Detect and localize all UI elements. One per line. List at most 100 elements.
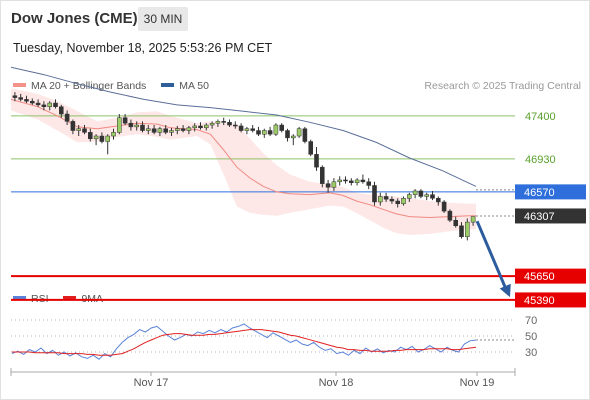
candle-57 [343, 176, 348, 184]
candle-3 [30, 98, 35, 105]
candle-20 [128, 119, 134, 131]
candle-body [378, 196, 383, 203]
candle-body [331, 181, 337, 188]
candle-body [41, 104, 47, 107]
date-label-2: Nov 19 [460, 377, 495, 389]
candle-body [285, 130, 290, 139]
candle-43 [262, 128, 267, 138]
candle-22 [140, 121, 145, 133]
candle-32 [198, 122, 203, 130]
instrument-title: Dow Jones (CME) [11, 10, 138, 27]
candle-body [186, 127, 192, 131]
last-price-label: 46307 [524, 211, 555, 223]
candle-1 [18, 93, 23, 102]
candle-body [354, 179, 360, 183]
candle-28 [175, 125, 180, 135]
level-label-47400: 47400 [525, 111, 556, 123]
candle-34 [209, 121, 215, 129]
bollinger-band-fill [11, 88, 476, 235]
bollinger-band [11, 88, 476, 235]
candle-14 [93, 134, 99, 146]
candle-11 [76, 125, 81, 137]
candle-body [447, 210, 453, 221]
candle-61 [366, 178, 371, 190]
candle-30 [186, 125, 192, 135]
rsi-9ma-line [12, 329, 477, 356]
candle-body [192, 125, 197, 129]
candle-body [117, 117, 122, 133]
forecast-arrow-head [499, 283, 511, 298]
timeframe-button[interactable]: 30 MIN [138, 7, 188, 31]
candle-body [360, 179, 366, 183]
candle-15 [99, 132, 105, 144]
level-label-46930: 46930 [525, 154, 556, 166]
level-badge-45390 [515, 292, 586, 308]
candle-52 [314, 147, 319, 171]
candle-body [157, 128, 163, 133]
candle-body [436, 198, 441, 203]
candle-body [169, 130, 174, 133]
candle-body [279, 124, 284, 131]
candle-39 [238, 123, 244, 133]
candle-46 [279, 123, 284, 133]
candle-body [70, 121, 76, 131]
level-label-46570: 46570 [524, 187, 555, 199]
candle-body [244, 128, 250, 131]
candle-79 [470, 216, 476, 226]
legend-label-ma50: MA 50 [179, 80, 209, 92]
candle-36 [221, 117, 226, 126]
candle-body [59, 106, 64, 115]
candle-74 [441, 200, 447, 213]
candle-17 [111, 128, 116, 140]
date-label-1: Nov 18 [319, 377, 354, 389]
candle-50 [302, 126, 308, 144]
candle-body [372, 185, 377, 203]
candle-body [30, 100, 35, 104]
candle-23 [146, 125, 151, 135]
candle-72 [430, 190, 435, 201]
candle-70 [418, 189, 424, 199]
candle-4 [35, 99, 41, 107]
candle-body [441, 201, 447, 212]
candle-47 [285, 128, 290, 142]
candle-body [250, 128, 255, 131]
candle-body [395, 200, 400, 205]
candle-body [320, 166, 325, 184]
candle-35 [215, 119, 221, 127]
candle-body [122, 117, 128, 124]
candle-body [233, 124, 238, 127]
candle-body [459, 225, 464, 237]
candle-body [470, 216, 476, 223]
rsi-tick-70: 70 [525, 315, 537, 327]
candle-body [24, 99, 29, 102]
candle-37 [227, 119, 232, 127]
candle-18 [117, 114, 122, 135]
candle-body [343, 179, 348, 182]
candle-body [267, 130, 273, 135]
candle-66 [395, 198, 400, 208]
candle-77 [459, 222, 464, 239]
candle-58 [349, 178, 354, 186]
candle-12 [82, 125, 87, 135]
candle-body [407, 194, 412, 199]
candle-9 [64, 110, 70, 126]
candle-60 [360, 174, 366, 184]
candle-body [198, 125, 203, 129]
forecast-arrow-shaft [475, 220, 508, 290]
candles [12, 92, 476, 241]
candle-body [180, 128, 186, 131]
candle-10 [70, 119, 76, 135]
legend-swatch-9ma [63, 296, 77, 301]
candle-body [151, 128, 157, 133]
candle-73 [436, 196, 441, 206]
candle-body [82, 128, 87, 133]
candle-body [35, 102, 41, 106]
candle-body [12, 95, 18, 98]
candle-body [389, 198, 395, 202]
legend-swatch-ma50 [161, 83, 175, 88]
candle-45 [273, 123, 279, 137]
main-legend: MA 20 + Bollinger Bands MA 50 [13, 80, 209, 92]
candle-40 [244, 126, 250, 135]
candle-0 [12, 92, 18, 102]
